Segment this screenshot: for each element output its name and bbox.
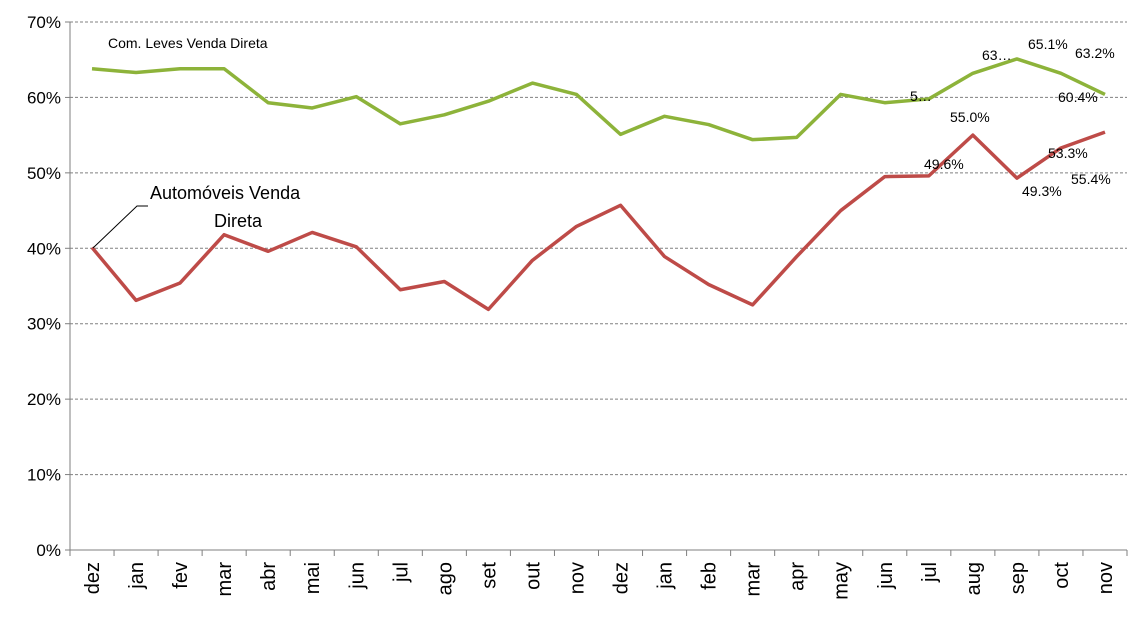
y-tick-label: 50%	[27, 164, 61, 183]
y-tick-label: 20%	[27, 390, 61, 409]
x-tick-label: nov	[1095, 562, 1117, 594]
x-tick-label: mar	[743, 562, 765, 597]
x-tick-label: mai	[302, 562, 324, 594]
x-tick-label: abr	[258, 562, 280, 591]
x-tick-label: feb	[699, 562, 721, 590]
series-lines	[90, 57, 1106, 312]
x-tick-label: jul	[919, 562, 941, 583]
data-labels: 5… 63… 65.1% 63.2% 60.4% 49.6% 55.0% 49.…	[910, 36, 1115, 199]
y-tick-label: 10%	[27, 466, 61, 485]
x-tick-label: fev	[170, 562, 192, 589]
red-series-leader-line	[92, 205, 148, 249]
data-label-green-aug: 63…	[982, 47, 1012, 63]
x-tick-label: out	[522, 562, 544, 590]
x-tick-label: mar	[214, 562, 236, 597]
data-label-green-jul: 5…	[910, 88, 932, 104]
data-label-green-sep: 65.1%	[1028, 36, 1068, 52]
x-tick-label: dez	[611, 562, 633, 594]
x-tick-label: jan	[126, 562, 148, 590]
y-tick-label: 60%	[27, 88, 61, 107]
gridlines	[70, 21, 1127, 476]
x-tick-label: nov	[566, 562, 588, 594]
series-line-automoveis	[90, 130, 1106, 312]
data-label-red-oct: 53.3%	[1048, 145, 1088, 161]
x-tick-label: jun	[875, 562, 897, 590]
y-tick-label: 40%	[27, 239, 61, 258]
series-line-com-leves	[91, 57, 1106, 142]
red-series-label-line2: Direta	[214, 211, 263, 231]
x-tick-label: aug	[963, 562, 985, 595]
x-tick-label: may	[831, 562, 853, 600]
x-tick-label: dez	[82, 562, 104, 594]
x-tick-label: jul	[390, 562, 412, 583]
x-tick-label: set	[478, 562, 500, 589]
x-tick-label: jun	[346, 562, 368, 590]
y-tick-label: 0%	[36, 541, 61, 560]
x-tick-label: apr	[787, 562, 809, 591]
x-tick-label: jan	[655, 562, 677, 590]
axes	[69, 22, 1127, 551]
x-tick-label: ago	[434, 562, 456, 595]
series-annotations: Com. Leves Venda Direta Automóveis Venda…	[92, 35, 301, 249]
data-label-red-nov: 55.4%	[1071, 171, 1111, 187]
y-axis-ticks: 0% 10% 20% 30% 40% 50% 60% 70%	[27, 13, 70, 560]
data-label-green-oct: 63.2%	[1075, 45, 1115, 61]
x-axis-ticks: dez jan fev mar abr mai jun jul ago set out nov dez j…	[69, 550, 1128, 600]
x-tick-label: sep	[1007, 562, 1029, 594]
data-label-green-nov: 60.4%	[1058, 89, 1098, 105]
data-label-red-aug: 55.0%	[950, 109, 990, 125]
green-series-label: Com. Leves Venda Direta	[108, 35, 268, 51]
y-tick-label: 70%	[27, 13, 61, 32]
x-tick-label: oct	[1051, 562, 1073, 589]
y-tick-label: 30%	[27, 315, 61, 334]
red-series-label-line1: Automóveis Venda	[150, 183, 301, 203]
data-label-red-sep: 49.3%	[1022, 183, 1062, 199]
data-label-red-jul: 49.6%	[924, 156, 964, 172]
